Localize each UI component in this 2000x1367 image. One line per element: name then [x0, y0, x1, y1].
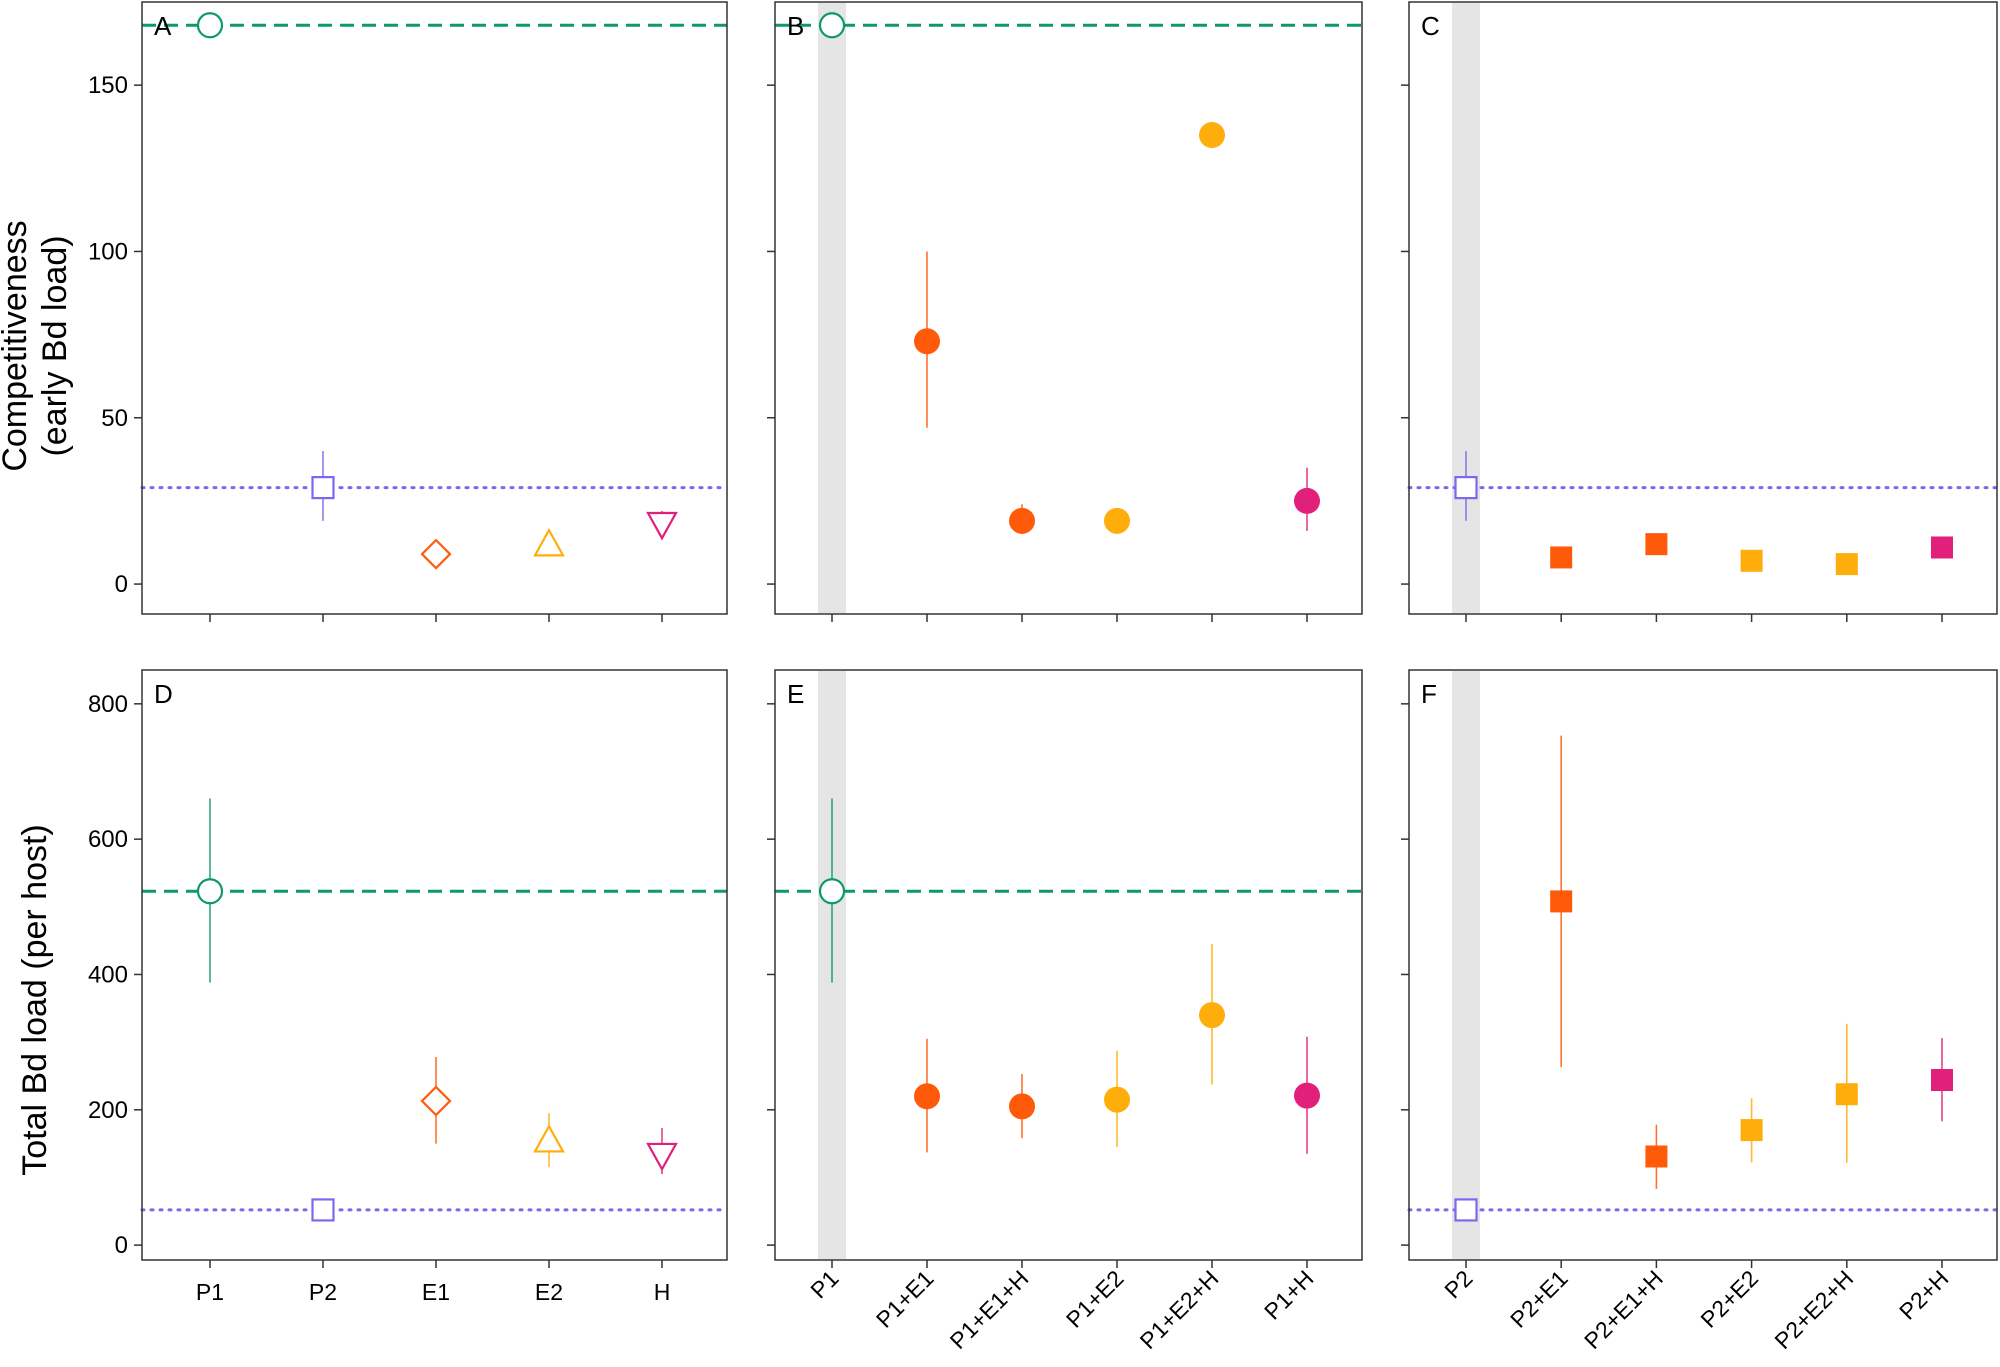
y-tick-label: 50	[101, 405, 128, 432]
x-tick-label: P1+E2	[1061, 1265, 1129, 1333]
x-tick-label: H	[654, 1279, 671, 1305]
point-p2-e2-h	[1835, 1083, 1858, 1106]
point-p2-e2	[1740, 549, 1763, 572]
point-p1-e2	[1104, 507, 1130, 534]
point-p1-e2	[1104, 1086, 1130, 1113]
plot-frame	[774, 669, 1363, 1261]
x-tick-label: P1+H	[1259, 1265, 1319, 1325]
y-tick-label: 600	[88, 826, 128, 853]
panel-label: D	[154, 679, 173, 709]
y-tick-label: 0	[115, 571, 128, 598]
point-p2-h	[1931, 536, 1953, 559]
point-p2	[1454, 476, 1478, 500]
y-tick-label: 800	[88, 691, 128, 718]
point-p1	[196, 878, 224, 905]
shaded-band-p2	[1452, 3, 1480, 613]
panel-c: C	[1401, 1, 1999, 622]
point-p1-e1-h	[1009, 507, 1035, 534]
x-tick-label: P2+E2+H	[1769, 1265, 1858, 1354]
plot-frame	[1408, 1, 1998, 615]
point-p2	[311, 1198, 335, 1222]
x-tick-label: P2	[309, 1279, 337, 1305]
x-tick-label: E2	[535, 1279, 563, 1305]
y-tick-label: 400	[88, 961, 128, 988]
x-tick-label: P1+E1	[871, 1265, 939, 1333]
point-h	[646, 1142, 678, 1172]
point-p1	[196, 12, 224, 39]
y-title-bottom: Total Bd load (per host)	[16, 824, 54, 1176]
x-tick-label: P1+E2+H	[1135, 1265, 1224, 1354]
panel-e: P1 P1+E1 P1+E1+H P1+E2 P1+E2+H P1+H E	[767, 669, 1363, 1354]
y-title-top-line1: Competitiveness	[0, 220, 34, 471]
plot-frame	[774, 1, 1363, 615]
point-p2-e1	[1550, 546, 1573, 569]
shaded-band-p1	[818, 3, 846, 613]
y-tick-label: 100	[88, 238, 128, 265]
point-p1-e2-h	[1199, 1002, 1225, 1029]
x-tick-label: E1	[422, 1279, 450, 1305]
point-p2	[311, 476, 335, 500]
point-e1	[420, 1085, 452, 1117]
point-p2-e2-h	[1835, 553, 1858, 576]
point-e2	[533, 1123, 565, 1153]
point-p1-e1	[914, 328, 940, 355]
point-p2-h	[1931, 1069, 1953, 1092]
x-tick-label: P2+E1	[1505, 1265, 1573, 1333]
point-p1-h	[1294, 1082, 1320, 1109]
x-tick-label: P1+E1+H	[945, 1265, 1034, 1354]
point-p1-e2-h	[1199, 122, 1225, 149]
point-p1-e1-h	[1009, 1093, 1035, 1120]
panel-d: 0 200 400 600 800 P1 P2 E1 E2 H D	[88, 669, 729, 1305]
point-e1	[420, 538, 452, 570]
point-h	[646, 511, 678, 541]
x-tick-label: P2	[1439, 1265, 1477, 1303]
x-tick-label: P1	[196, 1279, 224, 1305]
x-tick-label: P2+H	[1894, 1265, 1954, 1325]
panel-label: A	[154, 11, 172, 41]
point-e2	[533, 527, 565, 557]
plot-frame	[141, 1, 728, 615]
plot-frame	[1408, 669, 1998, 1261]
point-p2-e1-h	[1645, 1145, 1668, 1168]
plot-frame	[141, 669, 728, 1261]
panel-label: B	[787, 11, 804, 41]
panel-label: F	[1421, 679, 1437, 709]
point-p1-h	[1294, 487, 1320, 514]
y-tick-label: 200	[88, 1097, 128, 1124]
y-tick-label: 0	[115, 1232, 128, 1259]
point-p1	[818, 12, 846, 39]
panel-f: P2 P2+E1 P2+E1+H P2+E2 P2+E2+H P2+H F	[1401, 669, 1999, 1354]
panel-a: 0 50 100 150 A	[88, 1, 729, 622]
point-p2-e1	[1550, 890, 1573, 913]
point-p2-e1-h	[1645, 533, 1668, 556]
panel-b: B	[767, 1, 1363, 622]
x-tick-label: P1	[805, 1265, 843, 1303]
point-p1	[818, 878, 846, 905]
x-tick-label: P2+E2	[1695, 1265, 1763, 1333]
point-p2	[1454, 1198, 1478, 1222]
y-title-top-line2: (early Bd load)	[36, 235, 74, 456]
panels: 0 50 100 150 A B C 0 200 400 600 800 P1 P2 E1 E2 H D P1 P1+…	[88, 1, 1999, 1354]
y-tick-label: 150	[88, 72, 128, 99]
shaded-band-p2	[1452, 671, 1480, 1259]
x-tick-label: P2+E1+H	[1579, 1265, 1668, 1354]
panel-label: E	[787, 679, 804, 709]
point-p2-e2	[1740, 1119, 1763, 1142]
panel-label: C	[1421, 11, 1440, 41]
point-p1-e1	[914, 1083, 940, 1110]
